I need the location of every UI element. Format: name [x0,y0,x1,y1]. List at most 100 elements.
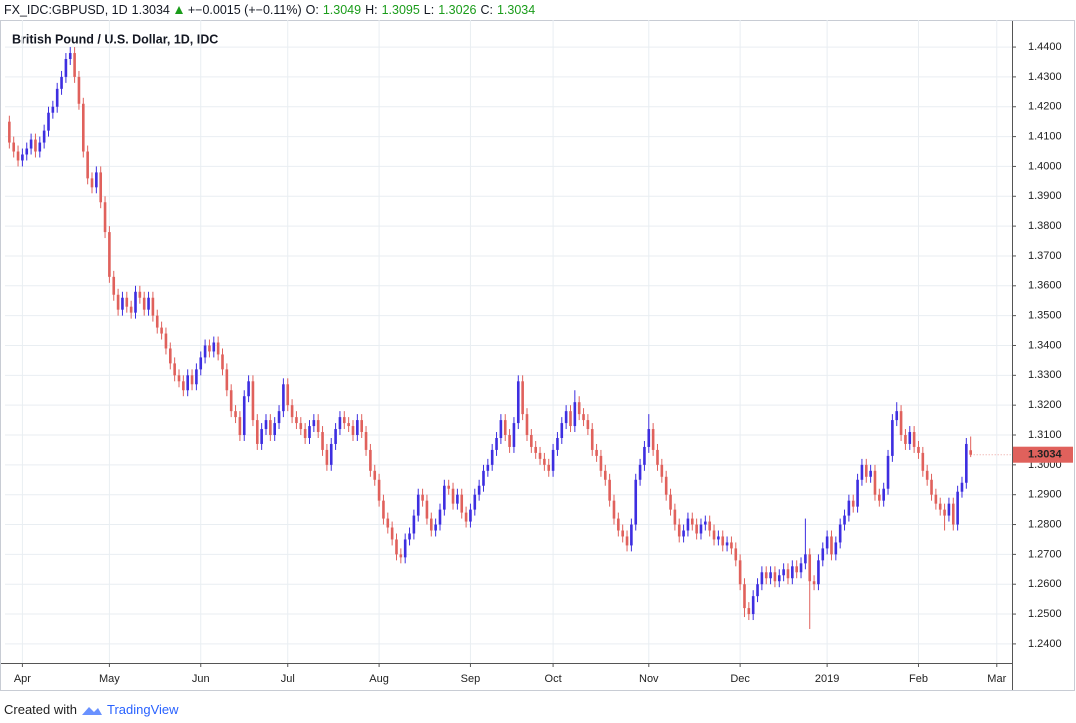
candle-body [142,297,146,310]
candle-body [860,464,864,480]
candle-body [195,369,198,385]
candle-body [738,560,742,585]
candle-body [356,420,359,436]
candle-body [447,485,450,489]
candle-body [225,369,229,391]
candle-body [456,494,459,504]
change-arrow [174,5,183,14]
candle-body [869,470,872,477]
header: FX_IDC:GBPUSD, 1D 1.3034 +−0.0015 (+−0.1… [4,1,535,18]
last-price-label: 1.3034 [1028,449,1063,461]
candle-body [238,417,242,436]
y-tick-label: 1.3200 [1028,399,1062,411]
candle-body [512,423,516,447]
candle-body [25,148,29,155]
candle-body [38,142,42,152]
candle-body [695,524,698,534]
candle-body [795,566,798,573]
candle-body [477,485,481,495]
candle-body [329,443,333,465]
candle-body [603,470,607,480]
candle-body [60,76,63,89]
candle-body [177,375,181,382]
candle-body [86,151,89,179]
candle-body [77,76,81,104]
candle-body [886,455,890,489]
x-tick-label: Mar [987,673,1006,685]
candle-body [712,530,716,540]
footer: Created with TradingView [4,702,179,717]
candle-body [590,429,594,450]
candle-body [443,485,446,510]
candle-body [838,524,842,543]
grid [5,20,1012,663]
candle-body [12,142,16,152]
candle-body [299,423,303,430]
candle-body [108,232,111,277]
candle-body [429,518,433,531]
candle-body [51,106,55,113]
candle-body [8,121,11,143]
candle-body [155,315,159,328]
candle-body [621,530,624,537]
candle-body [760,572,764,585]
candle-body [421,494,424,501]
candle-body [351,426,355,436]
x-tick-label: Aug [369,673,389,685]
y-tick-label: 1.4000 [1028,160,1062,172]
candle-body [190,375,194,385]
candle-body [799,563,803,573]
candle-body [717,536,720,540]
candle-body [242,396,246,436]
candle-body [29,139,33,149]
x-tick-label: Sep [461,673,481,685]
close-value: 1.3034 [496,2,536,17]
candle-body [260,429,263,444]
candle-body [856,479,859,507]
y-tick-label: 1.3800 [1028,220,1062,232]
candle-body [425,500,429,519]
y-tick-label: 1.4300 [1028,71,1062,83]
last-price: 1.3034 [131,2,170,17]
candle-body [817,560,820,585]
candle-body [364,432,368,450]
candle-body [229,390,233,412]
candle-body [334,429,337,444]
candle-body [42,130,46,143]
candle-body [551,449,555,471]
candle-body [247,381,250,397]
candle-body [830,536,833,555]
candle-body [725,542,729,546]
candle-body [521,381,524,415]
y-tick-label: 1.3600 [1028,280,1062,292]
candle-body [16,151,20,161]
candle-body [612,500,616,519]
footer-text: Created with [4,702,77,717]
candle-body [617,518,620,531]
candle-body [873,470,877,495]
candle-body [395,539,398,555]
candle-body [451,488,455,504]
candle-body [295,417,298,424]
x-tick-label: Jul [281,673,295,685]
candle-body [599,455,603,471]
candle-body [403,539,407,558]
candle-body [308,426,311,438]
candle-body [277,411,281,424]
candle-body [386,518,390,528]
change: +−0.0015 (+−0.11%) [187,2,302,17]
candle-body [560,423,564,438]
candle-body [804,554,807,564]
candle-body [777,575,781,582]
candle-body [747,608,751,615]
logo [81,706,102,715]
candle-body [316,420,320,433]
candle-body [255,420,259,444]
candle-body [412,515,416,534]
candle-body [547,464,551,471]
y-tick-label: 1.4200 [1028,101,1062,113]
candle-body [569,411,572,427]
candle-body [173,363,176,376]
candle-body [938,503,942,510]
